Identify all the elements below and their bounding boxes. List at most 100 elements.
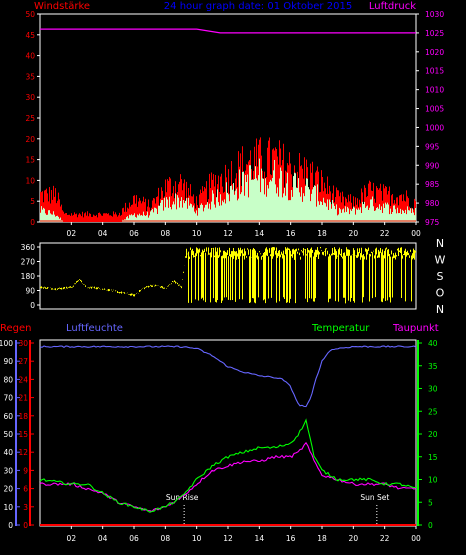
direction-compass-label: N <box>436 237 444 250</box>
pressure-y-tick-label: 985 <box>425 180 440 189</box>
wind-x-tick-label: 14 <box>255 229 265 238</box>
climate-x-tick-label: 18 <box>317 534 327 543</box>
wind-y-tick-label: 45 <box>25 31 35 40</box>
humidity-series <box>39 345 417 408</box>
wind-x-tick-label: 10 <box>192 229 202 238</box>
wind-x-tick-label: 06 <box>129 229 139 238</box>
temperature-y-tick-label: 40 <box>428 339 438 348</box>
climate-x-tick-label: 04 <box>98 534 108 543</box>
wind-y-tick-label: 30 <box>25 93 35 102</box>
temperature-y-tick-label: 5 <box>428 498 433 507</box>
wind-y-tick-label: 20 <box>25 135 35 144</box>
direction-y-tick-label: 0 <box>30 301 35 310</box>
wind-y-tick-label: 50 <box>25 10 35 19</box>
pressure-series <box>40 28 416 34</box>
direction-y-tick-label: 270 <box>21 258 36 267</box>
direction-y-tick-label: 180 <box>21 272 36 281</box>
wind-x-tick-label: 22 <box>380 229 390 238</box>
pressure-y-tick-label: 975 <box>425 218 440 227</box>
taupunkt-label: Taupunkt <box>392 323 439 334</box>
chart-title: 24 hour graph date: 01 Oktober 2015 <box>164 1 352 12</box>
rain-y-tick-label: 12 <box>18 448 28 457</box>
climate-x-tick-label: 20 <box>349 534 359 543</box>
humidity-y-tick-label: 100 <box>0 339 13 348</box>
climate-x-tick-label: 00 <box>411 534 421 543</box>
direction-compass-label: W <box>435 254 446 267</box>
climate-x-tick-label: 08 <box>161 534 171 543</box>
regen-label: Regen <box>0 323 32 334</box>
wind-x-tick-label: 16 <box>286 229 296 238</box>
temperature-y-tick-label: 30 <box>428 385 438 394</box>
temperature-y-tick-label: 15 <box>428 453 438 462</box>
wind-y-tick-label: 5 <box>30 197 35 206</box>
humidity-y-tick-label: 30 <box>3 466 13 475</box>
wind-y-tick-label: 0 <box>30 218 35 227</box>
climate-x-tick-label: 16 <box>286 534 296 543</box>
humidity-y-tick-label: 90 <box>3 357 13 366</box>
climate-x-tick-label: 06 <box>129 534 139 543</box>
luftfeuchte-label: Luftfeuchte <box>66 323 123 334</box>
rain-y-tick-label: 18 <box>18 412 28 421</box>
temperature-y-tick-label: 25 <box>428 407 438 416</box>
wind-y-tick-label: 40 <box>25 52 35 61</box>
climate-x-tick-label: 22 <box>380 534 390 543</box>
temperature-y-tick-label: 0 <box>428 521 433 530</box>
temperature-series <box>39 418 417 513</box>
wind-x-tick-label: 20 <box>349 229 359 238</box>
pressure-y-tick-label: 1010 <box>425 86 444 95</box>
luftdruck-label: Luftdruck <box>369 1 416 12</box>
wind-x-tick-label: 04 <box>98 229 108 238</box>
climate-x-tick-label: 10 <box>192 534 202 543</box>
humidity-y-tick-label: 0 <box>8 521 13 530</box>
direction-compass-label: O <box>436 287 445 300</box>
climate-x-tick-label: 02 <box>67 534 77 543</box>
pressure-y-tick-label: 995 <box>425 142 440 151</box>
humidity-y-tick-label: 70 <box>3 394 13 403</box>
rain-y-tick-label: 3 <box>23 503 28 512</box>
pressure-y-tick-label: 1015 <box>425 67 444 76</box>
humidity-y-tick-label: 20 <box>3 485 13 494</box>
rain-y-tick-label: 15 <box>18 430 28 439</box>
wind-x-tick-label: 02 <box>67 229 77 238</box>
wind-x-tick-label: 08 <box>161 229 171 238</box>
pressure-y-tick-label: 1030 <box>425 10 444 19</box>
temperatur-label: Temperatur <box>311 323 370 334</box>
direction-y-tick-label: 90 <box>25 287 35 296</box>
temperature-y-tick-label: 10 <box>428 476 438 485</box>
sunrise-label: Sun Rise <box>166 493 199 502</box>
pressure-y-tick-label: 980 <box>425 199 440 208</box>
sunset-label: Sun Set <box>360 493 389 502</box>
humidity-y-tick-label: 80 <box>3 375 13 384</box>
wind-x-tick-label: 00 <box>411 229 421 238</box>
humidity-y-tick-label: 60 <box>3 412 13 421</box>
plot-layer: 0510152025303540455097598098599099510001… <box>0 10 446 543</box>
humidity-y-tick-label: 50 <box>3 430 13 439</box>
rain-y-tick-label: 9 <box>23 466 28 475</box>
wind-y-tick-label: 35 <box>25 72 35 81</box>
rain-y-tick-label: 6 <box>23 485 28 494</box>
temperature-y-tick-label: 35 <box>428 362 438 371</box>
climate-x-tick-label: 14 <box>255 534 265 543</box>
humidity-y-tick-label: 10 <box>3 503 13 512</box>
pressure-y-tick-label: 1005 <box>425 105 444 114</box>
wind-x-tick-label: 12 <box>223 229 233 238</box>
pressure-y-tick-label: 990 <box>425 161 440 170</box>
pressure-y-tick-label: 1020 <box>425 48 444 57</box>
wind-y-tick-label: 15 <box>25 156 35 165</box>
wind-y-tick-label: 10 <box>25 176 35 185</box>
pressure-y-tick-label: 1025 <box>425 29 444 38</box>
rain-y-tick-label: 0 <box>23 521 28 530</box>
rain-y-tick-label: 27 <box>18 357 28 366</box>
rain-y-tick-label: 21 <box>18 394 28 403</box>
direction-y-tick-label: 360 <box>21 243 36 252</box>
temperature-y-tick-label: 20 <box>428 430 438 439</box>
wind-y-tick-label: 25 <box>25 114 35 123</box>
rain-y-tick-label: 30 <box>18 339 28 348</box>
direction-compass-label: N <box>436 303 444 316</box>
direction-compass-label: S <box>437 270 444 283</box>
climate-x-tick-label: 12 <box>223 534 233 543</box>
rain-y-tick-label: 24 <box>18 375 28 384</box>
wind-x-tick-label: 18 <box>317 229 327 238</box>
humidity-y-tick-label: 40 <box>3 448 13 457</box>
